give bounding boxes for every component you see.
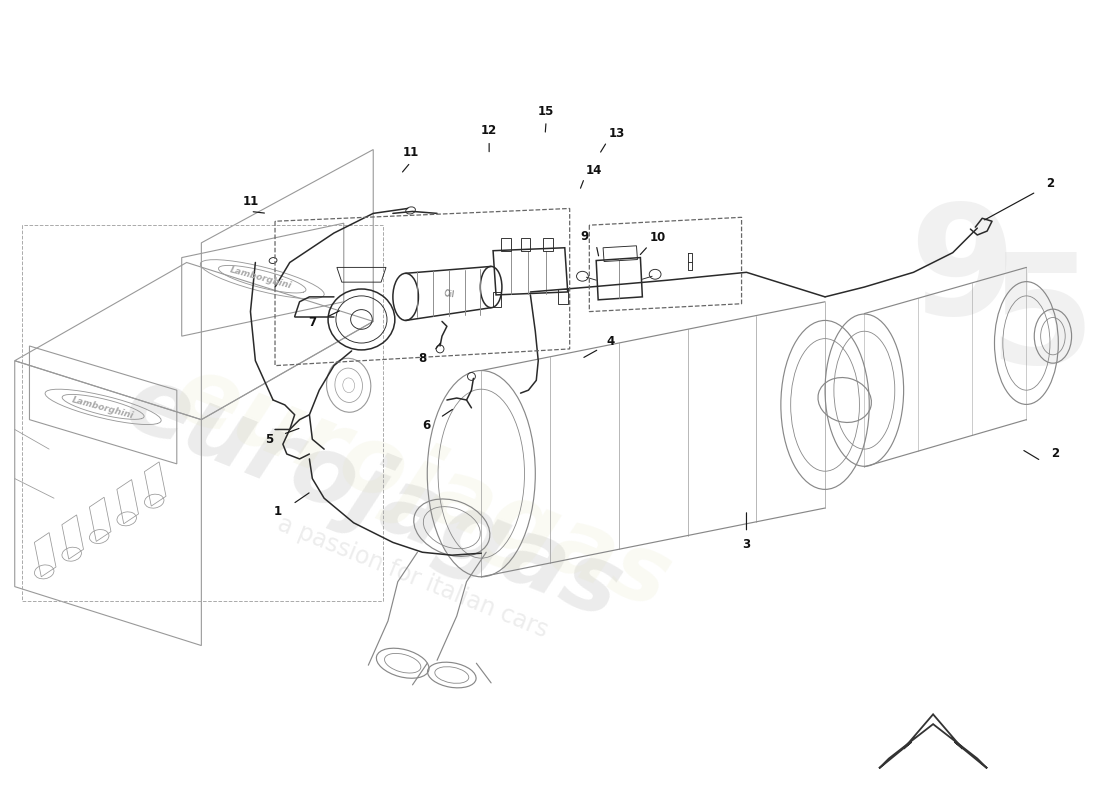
Text: 9: 9 bbox=[581, 230, 589, 243]
Text: 9: 9 bbox=[910, 198, 1015, 347]
Text: 4: 4 bbox=[607, 334, 615, 347]
Text: 12: 12 bbox=[481, 124, 497, 138]
Text: 10: 10 bbox=[650, 231, 667, 245]
Text: 13: 13 bbox=[608, 127, 625, 140]
Text: Oil: Oil bbox=[443, 289, 454, 299]
Text: 6: 6 bbox=[422, 419, 430, 432]
Text: 3: 3 bbox=[742, 538, 750, 551]
Text: 2: 2 bbox=[1046, 178, 1054, 190]
Text: 11: 11 bbox=[242, 195, 258, 208]
Text: Lamborghini: Lamborghini bbox=[229, 266, 294, 291]
Text: eurojagas: eurojagas bbox=[112, 357, 635, 640]
Text: 8: 8 bbox=[418, 352, 427, 366]
Text: 5: 5 bbox=[988, 247, 1094, 396]
Text: 7: 7 bbox=[308, 316, 317, 329]
Text: Lamborghini: Lamborghini bbox=[72, 395, 135, 421]
Text: 14: 14 bbox=[586, 164, 603, 177]
Text: a passion for italian cars: a passion for italian cars bbox=[274, 511, 551, 642]
Text: 1: 1 bbox=[274, 506, 282, 518]
Text: 15: 15 bbox=[538, 105, 554, 118]
Text: 2: 2 bbox=[1050, 446, 1059, 459]
Text: 5: 5 bbox=[265, 433, 273, 446]
Text: 11: 11 bbox=[403, 146, 419, 159]
Text: eurojagas: eurojagas bbox=[161, 346, 684, 630]
